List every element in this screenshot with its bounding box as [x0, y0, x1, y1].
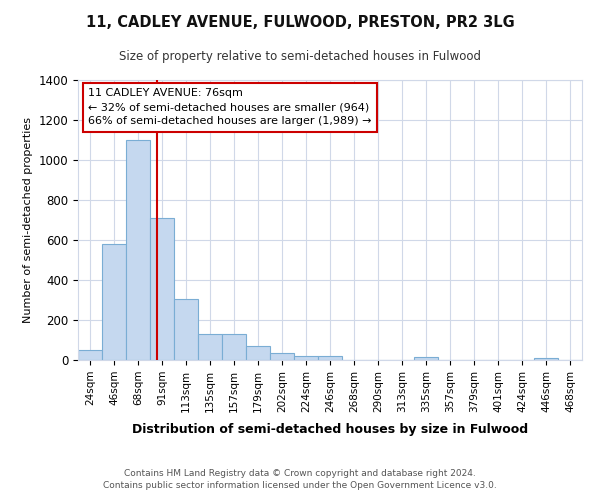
Bar: [534, 358, 558, 360]
Bar: [150, 218, 174, 360]
Bar: [126, 140, 150, 360]
Bar: [174, 299, 198, 360]
Bar: [270, 353, 294, 360]
X-axis label: Distribution of semi-detached houses by size in Fulwood: Distribution of semi-detached houses by …: [132, 423, 528, 436]
Bar: [78, 350, 102, 360]
Bar: [318, 356, 342, 360]
Bar: [102, 244, 126, 360]
Text: 11, CADLEY AVENUE, FULWOOD, PRESTON, PR2 3LG: 11, CADLEY AVENUE, FULWOOD, PRESTON, PR2…: [86, 15, 514, 30]
Text: Contains HM Land Registry data © Crown copyright and database right 2024.
Contai: Contains HM Land Registry data © Crown c…: [103, 468, 497, 490]
Y-axis label: Number of semi-detached properties: Number of semi-detached properties: [23, 117, 33, 323]
Bar: [222, 334, 246, 360]
Text: Size of property relative to semi-detached houses in Fulwood: Size of property relative to semi-detach…: [119, 50, 481, 63]
Bar: [246, 346, 270, 360]
Text: 11 CADLEY AVENUE: 76sqm
← 32% of semi-detached houses are smaller (964)
66% of s: 11 CADLEY AVENUE: 76sqm ← 32% of semi-de…: [88, 88, 371, 126]
Bar: [294, 356, 318, 360]
Bar: [198, 334, 222, 360]
Bar: [414, 357, 438, 360]
